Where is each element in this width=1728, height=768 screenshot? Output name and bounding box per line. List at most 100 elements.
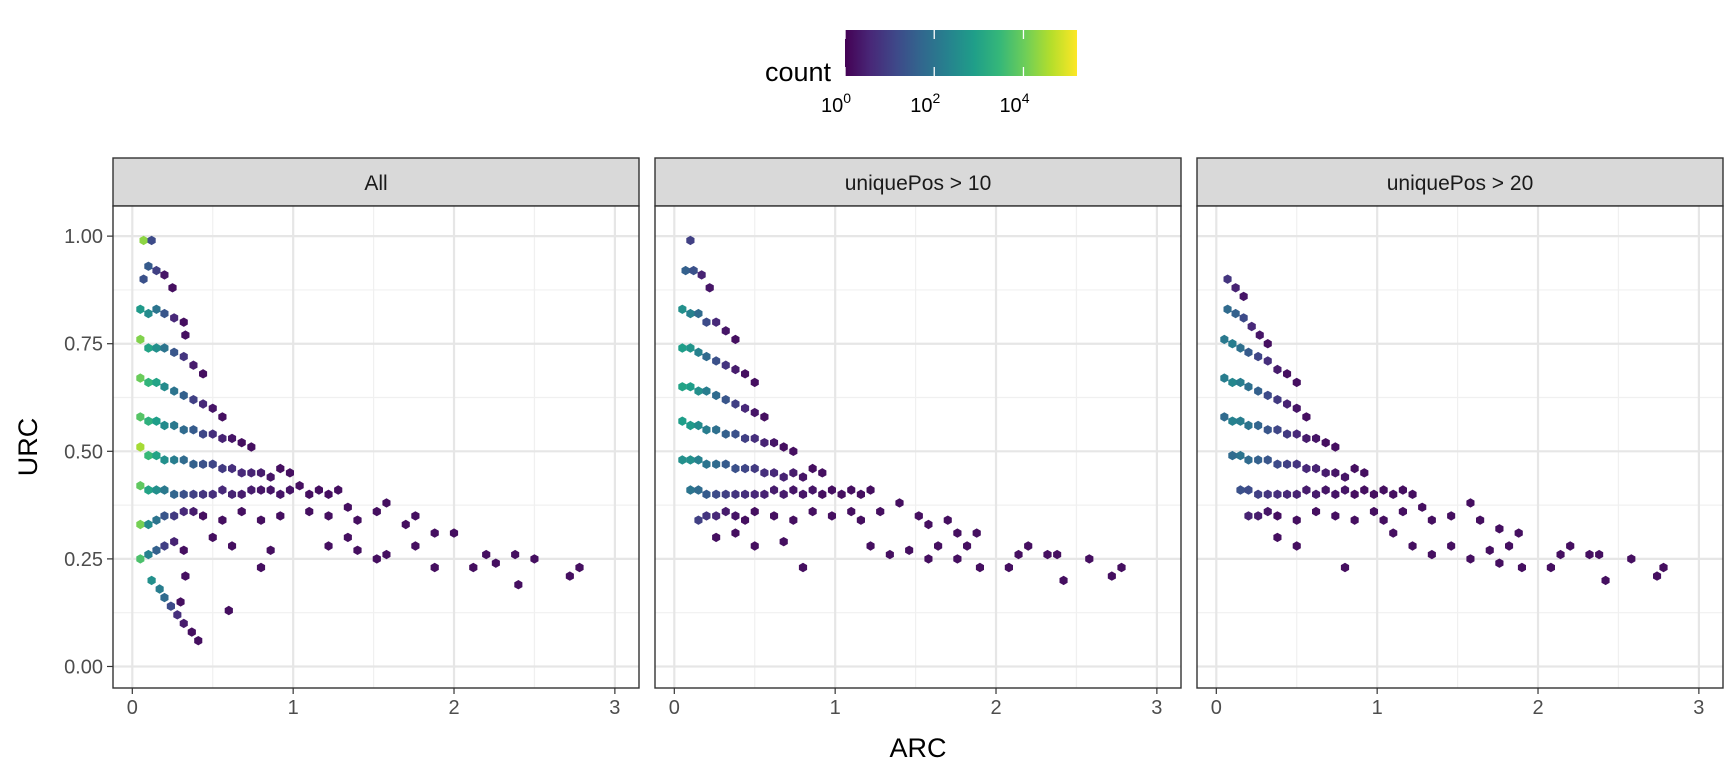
hexbin-cell xyxy=(770,468,779,478)
hexbin-cell xyxy=(160,270,169,280)
hexbin-cell xyxy=(1283,429,1292,439)
hexbin-cell xyxy=(694,455,703,465)
hexbin-cell xyxy=(1601,575,1610,586)
hexbin-cell xyxy=(1263,390,1272,401)
hexbin-cell xyxy=(1350,515,1359,525)
hexbin-cell xyxy=(963,541,972,551)
hexbin-cell xyxy=(1546,562,1555,573)
hexbin-cell xyxy=(798,472,808,482)
hexbin-cell xyxy=(285,468,294,478)
hexbin-cell xyxy=(199,459,208,469)
hexbin-cell xyxy=(179,506,188,517)
hexbin-cell xyxy=(152,416,161,426)
hexbin-cell xyxy=(179,618,188,629)
hexbin-cell xyxy=(1418,502,1427,512)
hexbin-cell xyxy=(170,489,179,499)
facet-strip xyxy=(112,157,640,207)
hexbin-cell xyxy=(789,468,798,478)
hexbin-cell xyxy=(837,489,846,499)
hexbin-cell xyxy=(1476,515,1485,525)
hexbin-cell xyxy=(1302,412,1311,422)
hexbin-cell xyxy=(953,528,962,538)
hexbin-cell xyxy=(449,528,459,538)
hexbin-cell xyxy=(247,442,256,452)
hexbin-cell xyxy=(144,377,153,388)
hexbin-cell xyxy=(276,511,285,521)
y-tick-label: 0.50 xyxy=(64,441,103,463)
hexbin-cell xyxy=(760,468,769,478)
x-tick-label: 3 xyxy=(1151,697,1162,719)
hexbin-cell xyxy=(491,558,500,568)
hexbin-cell xyxy=(1321,485,1330,495)
hexbin-cell xyxy=(160,455,169,465)
hexbin-cell xyxy=(160,592,169,603)
hexbin-cell xyxy=(372,554,381,564)
hexbin-cell xyxy=(1263,506,1272,517)
hexbin-cell xyxy=(712,459,721,469)
facet-panel: All 0 1 2 3 0.00 0.25 0.50 0.75 1.00 xyxy=(64,157,640,719)
hexbin-cell xyxy=(1447,541,1456,551)
x-tick-label: 3 xyxy=(1693,697,1704,719)
hexbin-cell xyxy=(1228,416,1237,426)
hexbin-cell xyxy=(686,343,695,353)
panel-border xyxy=(112,205,640,689)
hexbin-cell xyxy=(189,506,198,517)
hexbin-cell xyxy=(1244,420,1253,431)
hexbin-cell xyxy=(575,562,584,573)
hexbin-cell xyxy=(218,485,227,495)
hexbin-cell xyxy=(1263,455,1272,465)
hexbin-cell xyxy=(266,472,275,482)
hexbin-cell xyxy=(1389,489,1398,499)
hexbin-cell xyxy=(1321,438,1330,448)
hexbin-cell xyxy=(189,425,198,435)
hexbin-cell xyxy=(324,511,333,521)
facet-panel: uniquePos > 20 0 1 2 3 xyxy=(1196,157,1724,719)
legend-tick-label: 100 xyxy=(821,90,851,117)
hexbin-cell xyxy=(1389,528,1398,538)
hexbin-cell xyxy=(469,562,478,573)
hexbin-cell xyxy=(144,485,153,495)
legend-ticks: 100 102 104 xyxy=(821,30,1030,117)
hexbin-cell xyxy=(208,403,217,413)
y-tick-label: 0.75 xyxy=(64,334,103,356)
hexbin-cell xyxy=(1514,528,1523,538)
hexbin-cell xyxy=(179,390,188,401)
hexbin-cell xyxy=(276,463,285,474)
hexbin-cell xyxy=(678,416,687,426)
hexbin-cell xyxy=(160,541,169,551)
hexbin-cell xyxy=(1427,515,1436,525)
hexbin-cell xyxy=(1004,562,1013,573)
x-tick-label: 0 xyxy=(1211,697,1222,719)
hexbin-cell xyxy=(1263,339,1272,349)
hexbin-cell xyxy=(1254,351,1263,362)
hexbin-cell xyxy=(1566,541,1575,551)
hexbin-cell xyxy=(176,597,185,607)
hexbin-cell xyxy=(1273,459,1282,469)
hexbin-cell xyxy=(789,446,798,456)
hexbin-cell xyxy=(139,235,148,246)
hexbin-cell xyxy=(1369,506,1378,517)
y-tick-label: 0.00 xyxy=(64,656,103,678)
hexbin-cell xyxy=(1024,541,1033,551)
hexbin-cell xyxy=(721,360,730,370)
hexbin-cell xyxy=(430,562,439,573)
hexbin-cell xyxy=(750,377,759,388)
hexbin-cell xyxy=(187,627,196,637)
hexbin-cell xyxy=(179,425,188,435)
hexbin-cell xyxy=(1292,515,1301,525)
hexbin-cell xyxy=(382,549,391,560)
hexbin-cell xyxy=(847,506,856,517)
hexbin-cell xyxy=(731,429,740,439)
hexbin-cell xyxy=(179,455,188,465)
hexbin-cell xyxy=(808,463,817,474)
hexbin-cell xyxy=(237,468,246,478)
hexbin-cell xyxy=(760,438,769,448)
hexbin-cell xyxy=(1053,549,1062,560)
hexbin-cell xyxy=(1340,485,1350,495)
hexbin-cell xyxy=(1236,450,1245,461)
hexbin-cell xyxy=(228,463,237,474)
hexbin-cell xyxy=(818,468,827,478)
x-tick-label: 1 xyxy=(830,697,841,719)
hexbin-cell xyxy=(1254,386,1263,396)
hexbin-cell xyxy=(1292,489,1301,499)
